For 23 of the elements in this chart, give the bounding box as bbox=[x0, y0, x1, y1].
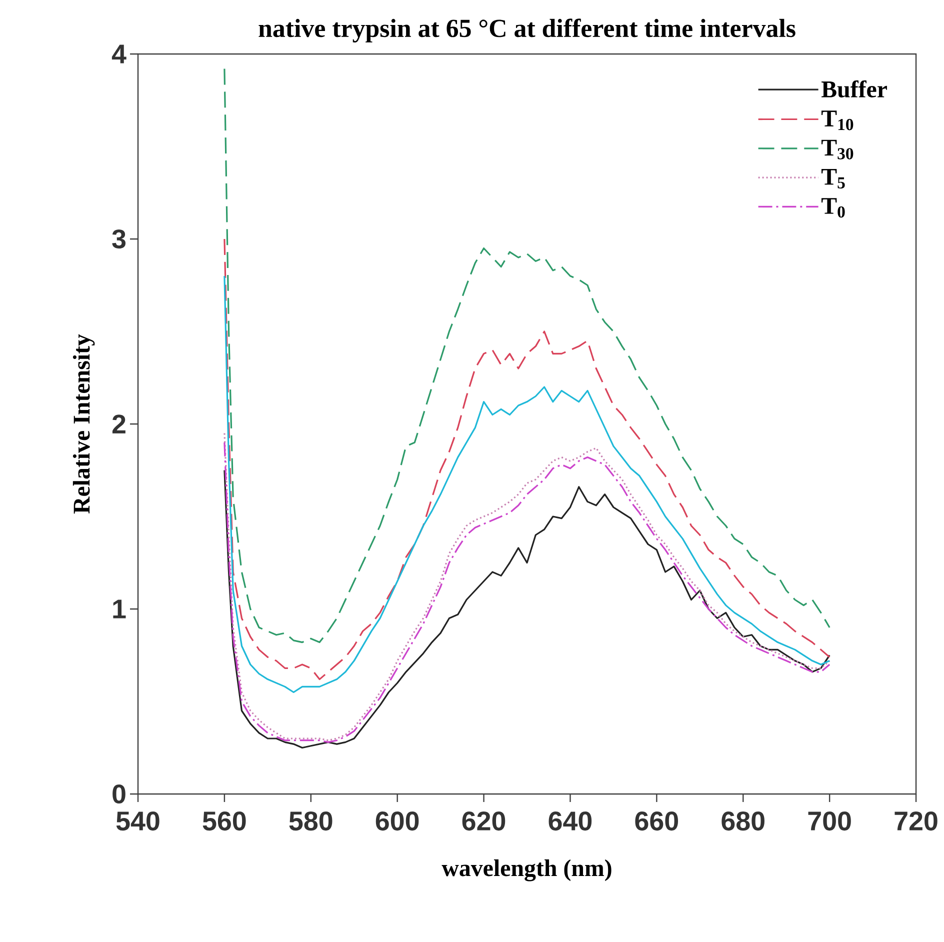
x-tick-label: 620 bbox=[462, 812, 506, 831]
x-axis-title: wavelength (nm) bbox=[442, 859, 612, 882]
legend-label: T$_{10}$ bbox=[821, 110, 854, 130]
x-tick-label: 540 bbox=[116, 812, 160, 831]
x-tick-label: 640 bbox=[548, 812, 592, 831]
legend-label: T$_{5}$ bbox=[821, 168, 845, 188]
x-tick-label: 600 bbox=[376, 812, 419, 831]
x-tick-label: 680 bbox=[722, 812, 764, 831]
y-tick-label: 0 bbox=[112, 784, 126, 804]
legend-label: T$_{30}$ bbox=[821, 140, 854, 160]
y-tick-label: 3 bbox=[112, 229, 126, 249]
y-axis-title: Relative Intensity bbox=[72, 334, 95, 514]
x-tick-label: 580 bbox=[289, 812, 332, 831]
y-tick-label: 4 bbox=[112, 44, 126, 64]
legend-label: T$_{0}$ bbox=[821, 198, 845, 218]
x-tick-label: 720 bbox=[894, 812, 938, 831]
legend-label: Buffer bbox=[821, 80, 887, 98]
x-tick-label: 660 bbox=[635, 812, 678, 831]
y-tick-label: 1 bbox=[113, 600, 126, 618]
x-tick-label: 560 bbox=[202, 812, 246, 831]
y-tick-label: 2 bbox=[112, 414, 126, 434]
chart-title: native trypsin at 65 °C at different time intervals bbox=[258, 18, 796, 42]
x-tick-label: 700 bbox=[808, 812, 851, 831]
